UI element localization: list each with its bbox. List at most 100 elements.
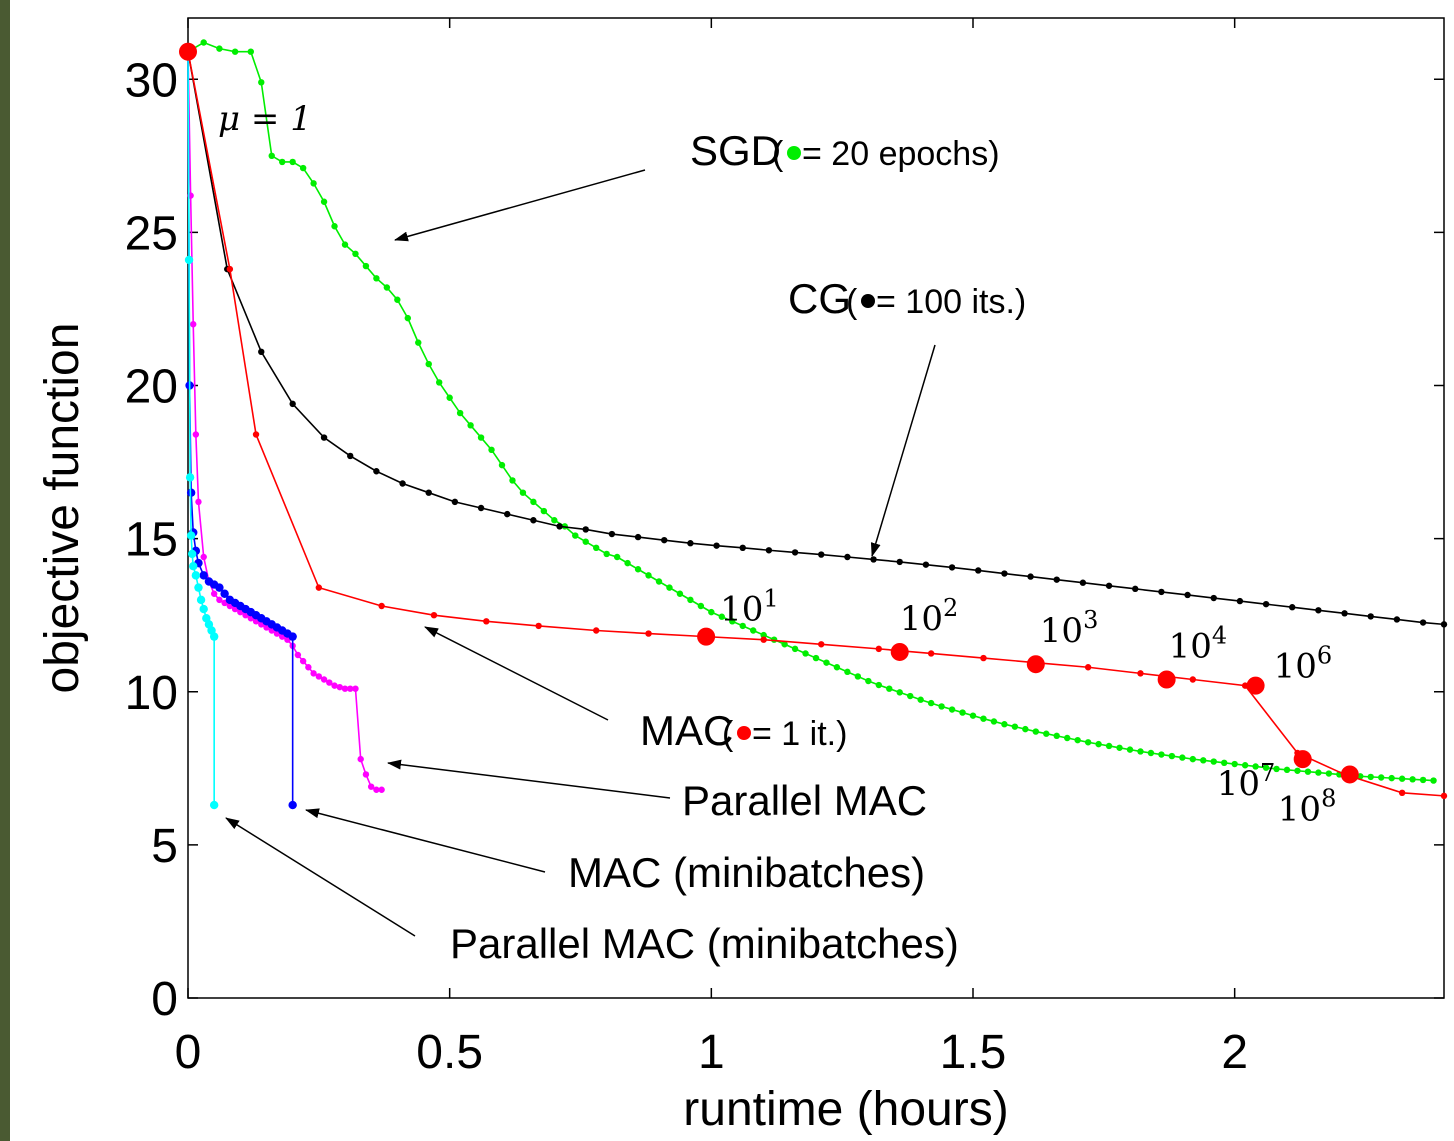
parallel-mac-minibatches-annotation: Parallel MAC (minibatches) [450, 920, 959, 967]
mac-marker [1026, 655, 1045, 674]
mac-marker [1293, 750, 1312, 769]
data-point-sgd [959, 709, 966, 716]
data-point-sgd [1367, 773, 1374, 781]
data-point-sgd [990, 718, 998, 725]
data-point-sgd [1241, 762, 1249, 769]
data-point-cg [1393, 616, 1401, 623]
y-tick-label: 30 [125, 54, 178, 107]
data-point-sgd [519, 489, 527, 496]
data-point-sgd [1262, 764, 1270, 771]
data-point-cg [687, 540, 694, 547]
data-point-sgd [1105, 742, 1113, 750]
data-point-sgd [231, 48, 239, 55]
data-point-sgd [310, 180, 317, 187]
data-point-cg [1027, 573, 1034, 580]
data-point-mac [875, 645, 882, 653]
data-point-sgd [1022, 725, 1029, 733]
series-line-sgd [187, 41, 1434, 782]
sgd-annotation: SGD( = 20 epochs) [690, 127, 1000, 174]
data-point-parallel-mac-minibatches [191, 571, 201, 580]
mac-marker-label-exp: 2 [943, 594, 958, 622]
data-point-cg [1289, 604, 1296, 611]
x-tick-label: 2 [1221, 1026, 1248, 1079]
data-point-cg [1053, 576, 1060, 583]
data-point-sgd [1304, 768, 1312, 775]
data-point-cg [1132, 585, 1139, 593]
data-point-sgd [938, 703, 945, 710]
mac-marker [179, 42, 197, 61]
data-point-sgd [823, 659, 830, 666]
data-point-sgd [1011, 723, 1019, 730]
x-axis-title: runtime (hours) [683, 1083, 1008, 1136]
data-point-sgd [383, 284, 391, 291]
data-point-mac-minibatches [215, 583, 224, 592]
data-point-sgd [1200, 757, 1207, 764]
data-point-cg [1367, 613, 1374, 620]
data-point-sgd [917, 696, 924, 703]
data-point-sgd [216, 45, 223, 52]
y-tick-label: 10 [125, 667, 178, 720]
data-point-mac [1440, 792, 1448, 800]
y-tick-label: 20 [125, 361, 178, 414]
data-point-cg [713, 542, 720, 549]
data-point-cg [896, 558, 903, 566]
data-point-parallel-mac [331, 682, 338, 689]
series-layer [183, 39, 1448, 810]
data-point-sgd [498, 461, 506, 469]
data-point-mac [430, 611, 438, 619]
data-point-parallel-mac-minibatches [189, 561, 198, 571]
data-point-mac [1398, 789, 1406, 797]
series-line-cg [187, 51, 1445, 626]
data-point-sgd [603, 550, 610, 558]
data-point-sgd [299, 164, 307, 172]
data-point-sgd [289, 158, 296, 166]
data-point-sgd [791, 645, 799, 653]
data-point-mac [1084, 664, 1092, 671]
mac-marker-label-base: 10 [1278, 789, 1321, 829]
data-point-mac [252, 431, 260, 438]
series-line-mac-minibatches [187, 51, 294, 806]
data-point-sgd [362, 262, 370, 270]
data-point-sgd [729, 618, 736, 625]
data-point-parallel-mac-minibatches [194, 583, 203, 592]
data-point-parallel-mac [347, 685, 354, 692]
data-point-parallel-mac [315, 673, 323, 680]
data-point-cg [1158, 588, 1165, 596]
data-point-parallel-mac [336, 683, 343, 691]
data-point-mac [535, 622, 542, 630]
data-point-sgd [331, 223, 338, 230]
data-point-parallel-mac [195, 498, 202, 506]
data-point-sgd [1252, 763, 1259, 770]
data-point-cg [1079, 579, 1087, 586]
data-point-cg [477, 504, 485, 512]
data-point-sgd [509, 477, 516, 484]
data-point-sgd [948, 706, 956, 713]
data-point-sgd [927, 699, 935, 707]
data-point-sgd [750, 627, 757, 634]
data-point-parallel-mac [299, 657, 307, 665]
data-point-sgd [1294, 767, 1301, 774]
data-point-sgd [572, 532, 579, 539]
data-point-sgd [634, 566, 642, 573]
data-point-cg [320, 434, 328, 441]
data-point-parallel-mac [357, 755, 364, 763]
data-point-parallel-mac-minibatches [186, 531, 196, 540]
mac-marker-label-exp: 4 [1212, 622, 1227, 650]
data-point-sgd [415, 339, 422, 346]
mac-annotation-note: = 1 it.) [752, 715, 847, 753]
data-point-cg [1440, 621, 1448, 628]
data-point-sgd [969, 712, 977, 719]
data-point-cg [765, 547, 773, 554]
data-point-parallel-mac [305, 664, 312, 671]
x-tick-label: 0 [175, 1026, 202, 1079]
data-point-sgd [1074, 736, 1081, 744]
data-point-parallel-mac [216, 596, 223, 604]
data-point-parallel-mac [190, 321, 197, 328]
data-point-mac [1137, 670, 1144, 677]
mac-marker-label-base: 10 [1169, 627, 1212, 667]
data-point-sgd [1315, 769, 1322, 776]
mac-marker-label-exp: 7 [1260, 759, 1275, 787]
data-point-sgd [488, 446, 495, 454]
